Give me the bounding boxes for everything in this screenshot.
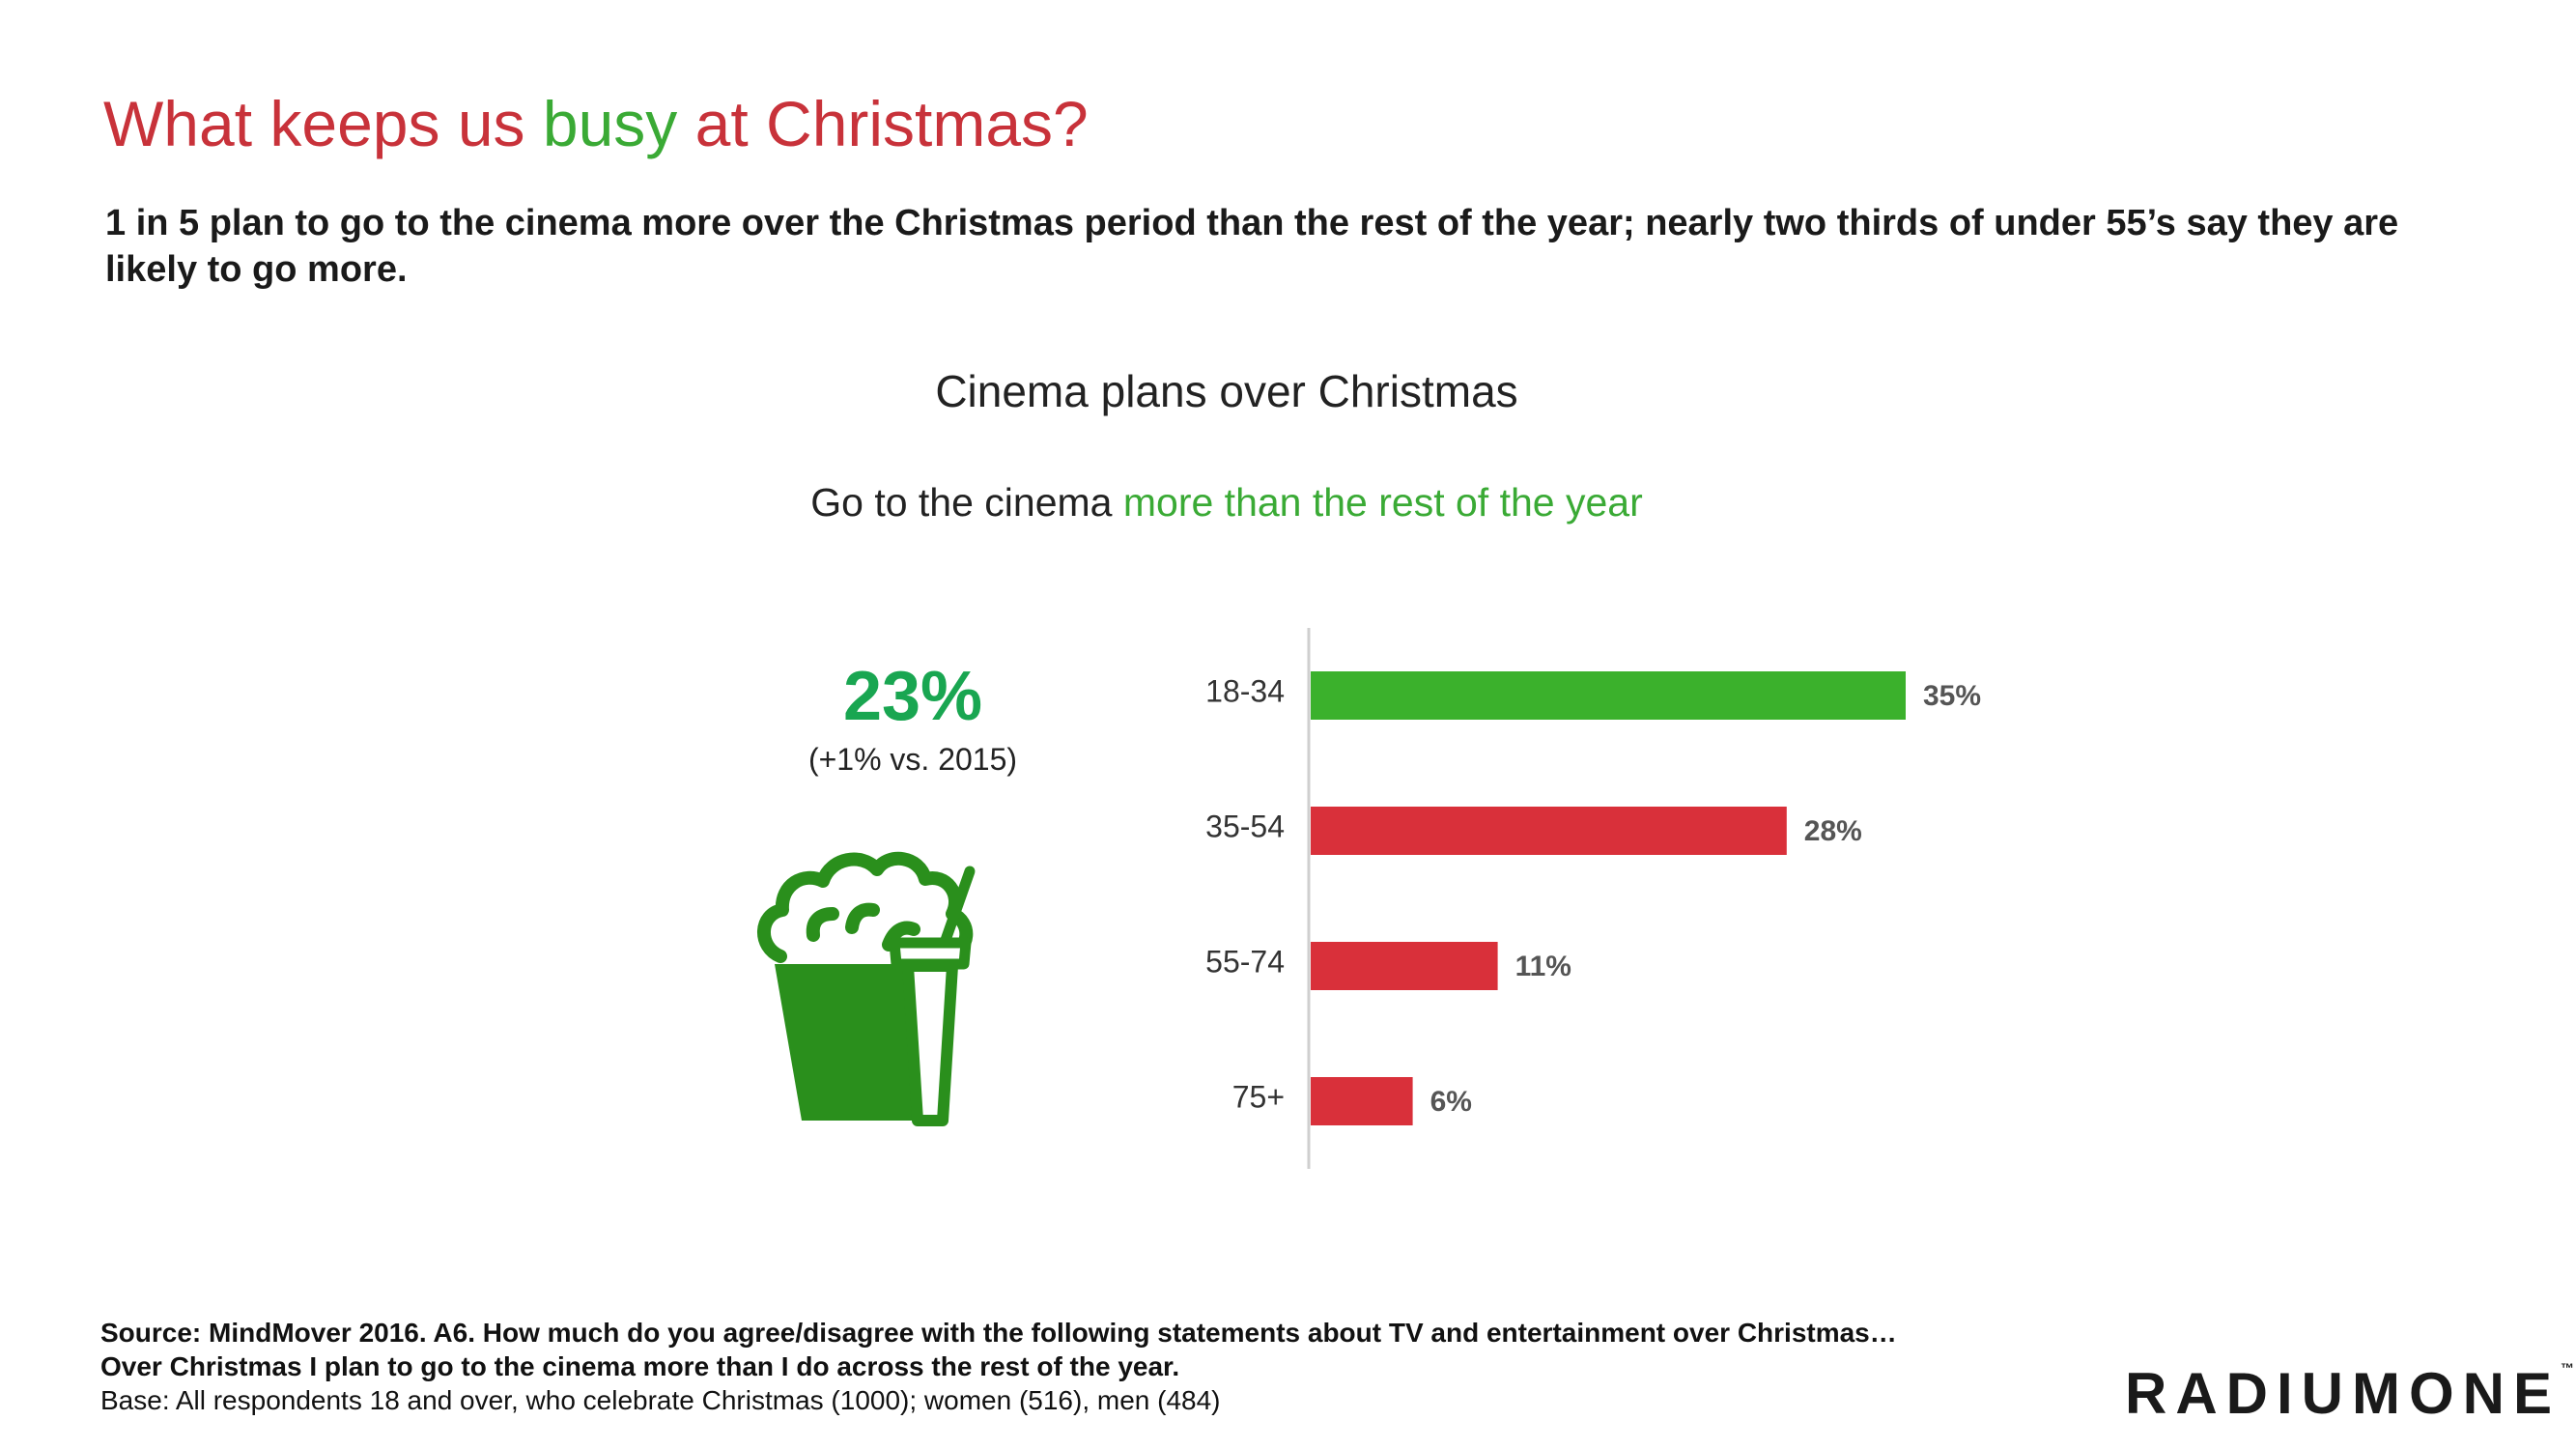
category-label: 55-74 bbox=[1205, 944, 1285, 979]
category-label: 35-54 bbox=[1205, 809, 1285, 843]
footer-source: Source: MindMover 2016. A6. How much do … bbox=[100, 1318, 1897, 1381]
page-subtitle: 1 in 5 plan to go to the cinema more ove… bbox=[105, 203, 2399, 290]
data-label: 11% bbox=[1515, 951, 1571, 982]
chart-subtitle-part-1: Go to the cinema bbox=[810, 480, 1123, 525]
bar-55-74 bbox=[1311, 942, 1498, 990]
brand-logo-tm: ™ bbox=[2561, 1360, 2574, 1376]
bar-chart: 18-34 35% 35-54 28% 55-74 11% 75+ 6% bbox=[1205, 628, 1981, 1169]
chart-subtitle: Go to the cinema more than the rest of t… bbox=[0, 480, 2453, 526]
category-label: 18-34 bbox=[1205, 673, 1285, 708]
bar-35-54 bbox=[1311, 807, 1787, 855]
category-label: 75+ bbox=[1232, 1079, 1285, 1114]
footer: Source: MindMover 2016. A6. How much do … bbox=[100, 1316, 1936, 1417]
popcorn-and-drink-icon bbox=[757, 851, 976, 1126]
headline-stat: 23% bbox=[842, 658, 983, 735]
footer-base: Base: All respondents 18 and over, who c… bbox=[100, 1385, 1221, 1415]
bar-18-34 bbox=[1311, 671, 1906, 720]
data-label: 6% bbox=[1430, 1086, 1472, 1118]
title-part-1: What keeps us bbox=[103, 88, 543, 159]
chart-title: Cinema plans over Christmas bbox=[935, 366, 1518, 416]
bar-75+ bbox=[1311, 1077, 1413, 1125]
title-part-3: at Christmas? bbox=[677, 88, 1089, 159]
page-title: What keeps us busy at Christmas? bbox=[103, 89, 1089, 159]
title-accent: busy bbox=[542, 88, 678, 159]
data-label: 35% bbox=[1923, 680, 1981, 712]
brand-logo-text: RADIUMONE bbox=[2125, 1361, 2561, 1426]
headline-stat-note: (+1% vs. 2015) bbox=[807, 742, 1018, 777]
brand-logo: RADIUMONE™ bbox=[2125, 1360, 2574, 1427]
chart-subtitle-accent: more than the rest of the year bbox=[1122, 480, 1643, 525]
data-label: 28% bbox=[1804, 815, 1862, 847]
